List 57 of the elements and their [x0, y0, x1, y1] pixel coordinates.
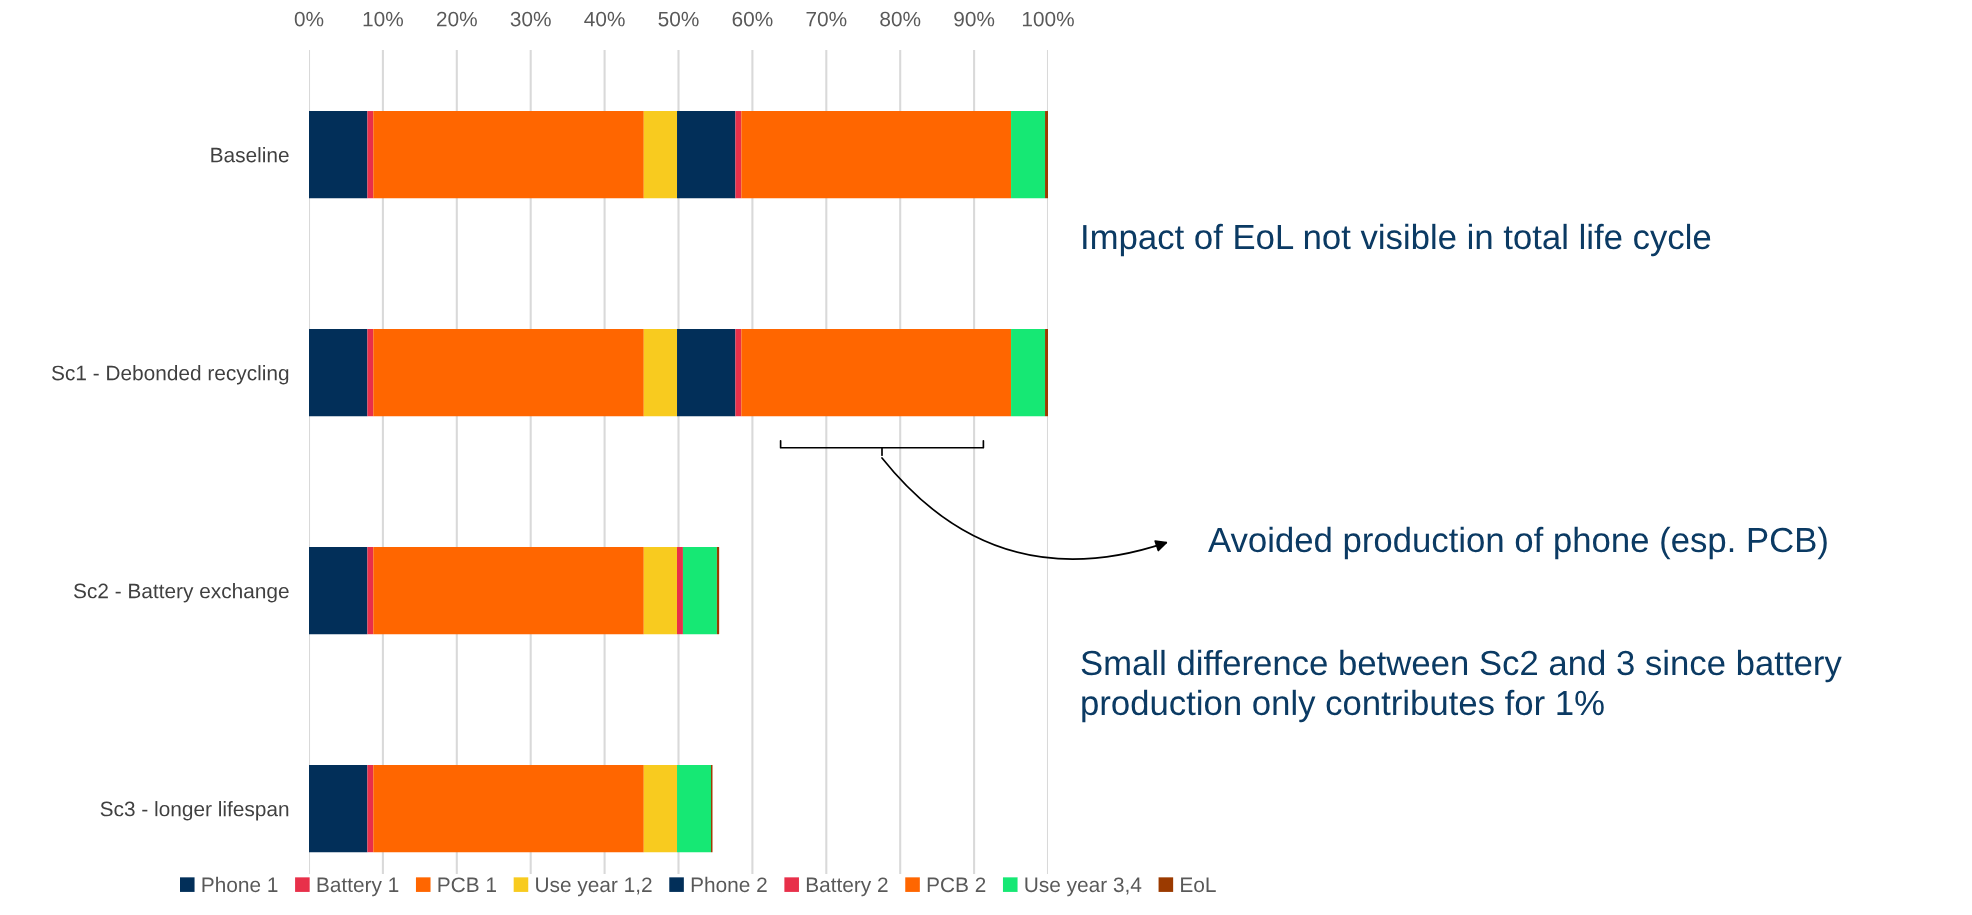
x-tick-label: 90%: [954, 11, 995, 27]
bar: [309, 547, 368, 635]
bar: [677, 765, 712, 853]
legend-label: Battery 2: [806, 877, 888, 897]
bar: [677, 547, 683, 635]
x-tick-label: 30%: [510, 11, 551, 27]
legend-label: PCB 2: [927, 877, 986, 893]
bar: [677, 329, 736, 417]
legend-label: Battery 1: [317, 877, 399, 897]
x-tick-label: 80%: [880, 11, 921, 27]
x-tick-label: 20%: [437, 11, 477, 27]
x-tick-label: 70%: [806, 11, 847, 27]
text: Avoided production of phone (esp. PCB): [1208, 526, 1827, 560]
bar: [373, 765, 644, 853]
bar: [643, 329, 678, 417]
x-tick-label: 60%: [732, 11, 773, 27]
x-tick-label: 10%: [363, 11, 404, 27]
legend-label: PCB 1: [438, 877, 496, 893]
legend-label: Use year 1,2: [536, 877, 652, 897]
legend-label: Use year 3,4: [1025, 877, 1142, 897]
y-tick-label: Sc2 - Battery exchange: [73, 583, 289, 603]
bar: [373, 329, 644, 417]
bar: [643, 765, 678, 853]
legend-label: Phone 1: [202, 876, 278, 893]
bar: [1011, 111, 1046, 199]
y-tick-label: Sc3 - longer lifespan: [100, 801, 289, 821]
bar: [373, 111, 644, 199]
bar: [367, 329, 374, 417]
bar: [735, 111, 742, 199]
bar: [367, 765, 374, 853]
bar: [741, 329, 1012, 417]
bar: [367, 547, 374, 635]
bar: [735, 329, 742, 417]
x-tick-label: 40%: [584, 11, 625, 27]
y-tick-label: Baseline: [211, 147, 289, 163]
legend-label: Phone 2: [691, 876, 767, 893]
bar: [643, 547, 678, 635]
bar: [1045, 111, 1048, 199]
bar: [367, 111, 374, 199]
x-tick-label: 100%: [1022, 11, 1074, 27]
x-tick-label: 50%: [658, 11, 699, 27]
text: Small difference between Sc2 and 3 since battery production only contributes for 1%: [1081, 649, 1842, 723]
y-tick-label: Sc1 - Debonded recycling: [51, 365, 289, 385]
bar: [1045, 329, 1048, 417]
bar: [716, 547, 720, 635]
text: Impact of EoL not visible in total life cycle: [1083, 223, 1711, 257]
legend-label: EoL: [1181, 877, 1216, 893]
bar: [677, 111, 736, 199]
bar: [309, 329, 368, 417]
bar: [643, 111, 678, 199]
bar: [1011, 329, 1046, 417]
bar: [309, 765, 368, 853]
bar: [373, 547, 644, 635]
bar: [309, 111, 368, 199]
bar: [682, 547, 717, 635]
bar: [741, 111, 1012, 199]
x-tick-label: 0%: [294, 11, 324, 27]
